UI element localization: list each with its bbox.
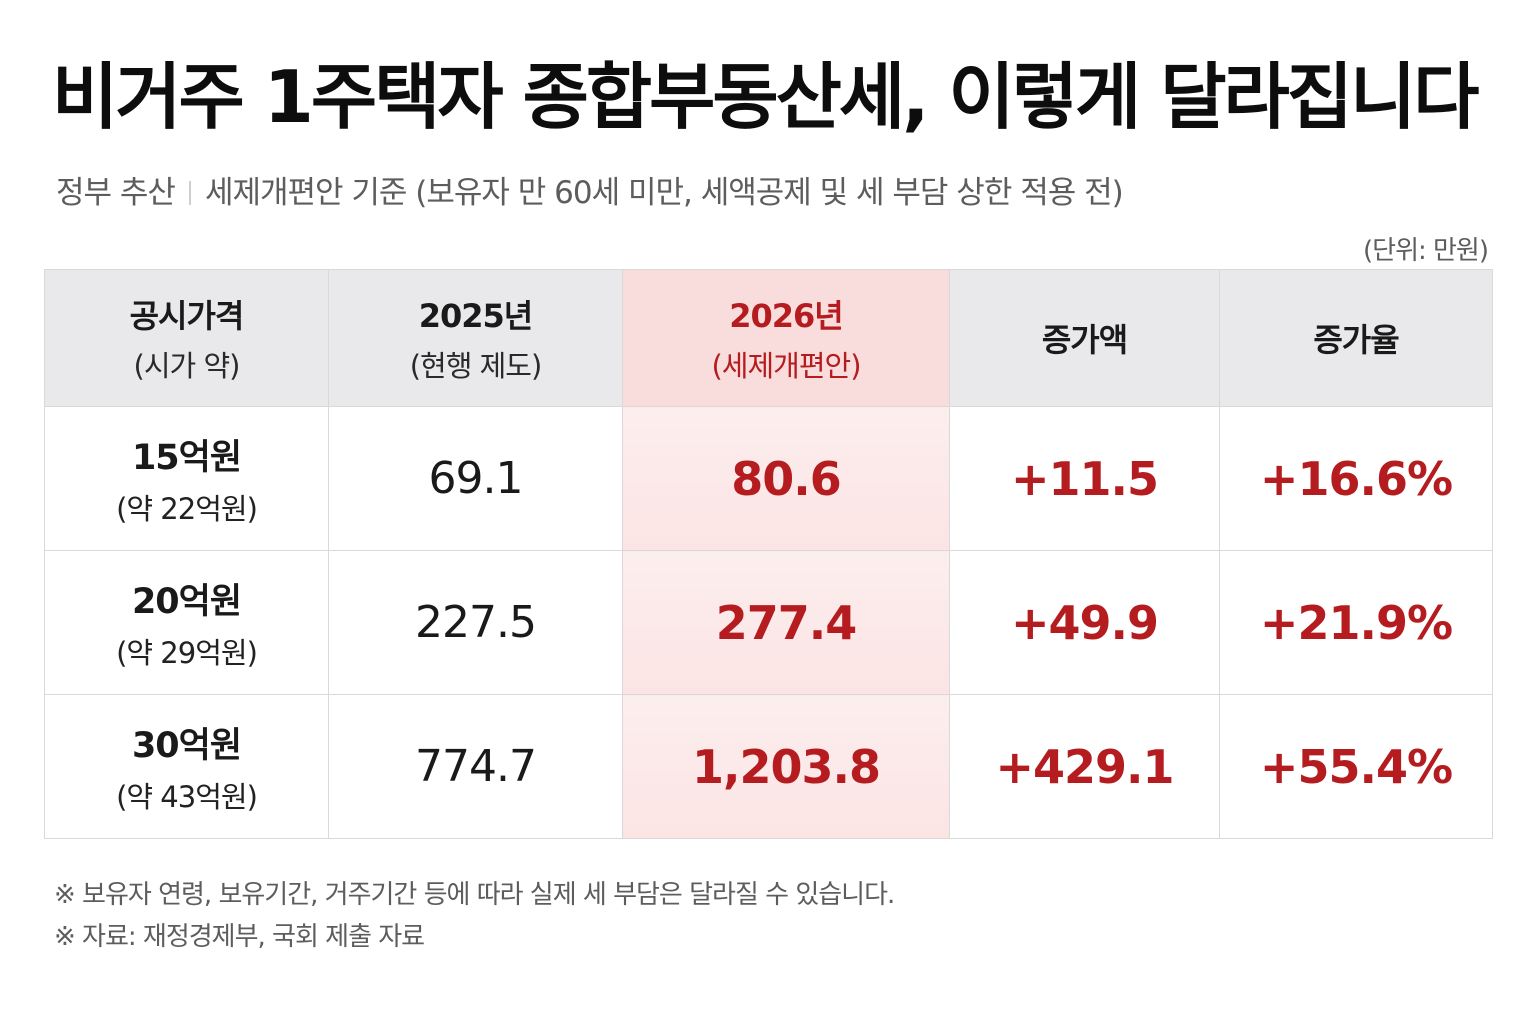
subtitle-basis: 세제개편안 기준 (보유자 만 60세 미만, 세액공제 및 세 부담 상한 적… — [204, 175, 1124, 211]
current-tax-cell: 227.5 — [328, 550, 623, 695]
current-tax-cell: 774.7 — [328, 694, 623, 839]
rate-cell: +55.4% — [1219, 694, 1493, 839]
header-rate: 증가율 — [1219, 269, 1493, 407]
footnote: ※ 보유자 연령, 보유기간, 거주기간 등에 따라 실제 세 부담은 달라질 … — [54, 880, 895, 910]
increase-cell: +49.9 — [949, 550, 1220, 695]
subtitle: 정부 추산 세제개편안 기준 (보유자 만 60세 미만, 세액공제 및 세 부담… — [56, 167, 1124, 212]
market-price-value: (약 29억원) — [116, 636, 258, 670]
header-price-label: 공시가격 — [129, 297, 245, 335]
tax-comparison-table-wrap: 공시가격 (시가 약) 2025년 (현행 제도) 2026년 (세제개편안) 증가액… — [44, 269, 1493, 839]
rate-cell: +16.6% — [1219, 406, 1493, 551]
page-title: 비거주 1주택자 종합부동산세, 이렇게 달라집니다 — [52, 55, 1480, 139]
header-rate-label: 증가율 — [1313, 321, 1399, 359]
market-price-value: (약 43억원) — [116, 780, 258, 814]
footnote: ※ 자료: 재정경제부, 국회 제출 자료 — [54, 922, 425, 952]
proposed-tax-cell: 277.4 — [622, 550, 950, 695]
table-body: 15억원 (약 22억원) 69.1 80.6 +11.5 +16.6% 20억원… — [44, 406, 1493, 839]
header-2025: 2025년 (현행 제도) — [328, 269, 623, 407]
subtitle-divider — [188, 180, 191, 205]
tax-comparison-table: 공시가격 (시가 약) 2025년 (현행 제도) 2026년 (세제개편안) 증가액… — [44, 269, 1493, 839]
price-cell: 15억원 (약 22억원) — [44, 406, 329, 551]
table-header: 공시가격 (시가 약) 2025년 (현행 제도) 2026년 (세제개편안) 증가액… — [44, 269, 1493, 407]
increase-cell: +11.5 — [949, 406, 1220, 551]
footnotes: ※ 보유자 연령, 보유기간, 거주기간 등에 따라 실제 세 부담은 달라질 … — [54, 874, 895, 958]
table-row: 15억원 (약 22억원) 69.1 80.6 +11.5 +16.6% — [44, 406, 1493, 551]
header-2026-sub: (세제개편안) — [711, 349, 861, 383]
header-increase: 증가액 — [949, 269, 1220, 407]
header-price: 공시가격 (시가 약) — [44, 269, 329, 407]
price-value: 15억원 — [131, 438, 242, 478]
header-increase-label: 증가액 — [1041, 321, 1128, 359]
table-row: 30억원 (약 43억원) 774.7 1,203.8 +429.1 +55.4% — [44, 694, 1493, 839]
proposed-tax-cell: 1,203.8 — [622, 694, 950, 839]
header-2026-label: 2026년 — [729, 297, 844, 335]
rate-cell: +21.9% — [1219, 550, 1493, 695]
header-price-sub: (시가 약) — [133, 349, 241, 383]
proposed-tax-cell: 80.6 — [622, 406, 950, 551]
header-2025-label: 2025년 — [418, 297, 534, 335]
subtitle-source: 정부 추산 — [56, 175, 176, 211]
current-tax-cell: 69.1 — [328, 406, 623, 551]
increase-cell: +429.1 — [949, 694, 1220, 839]
price-value: 20억원 — [131, 582, 242, 622]
header-row: 공시가격 (시가 약) 2025년 (현행 제도) 2026년 (세제개편안) 증가액… — [44, 269, 1493, 407]
price-cell: 20억원 (약 29억원) — [44, 550, 329, 695]
price-cell: 30억원 (약 43억원) — [44, 694, 329, 839]
price-value: 30억원 — [131, 726, 242, 766]
market-price-value: (약 22억원) — [116, 492, 258, 526]
header-2026: 2026년 (세제개편안) — [622, 269, 950, 407]
header-2025-sub: (현행 제도) — [409, 349, 543, 383]
table-row: 20억원 (약 29억원) 227.5 277.4 +49.9 +21.9% — [44, 550, 1493, 695]
unit-label: (단위: 만원) — [1363, 236, 1489, 266]
